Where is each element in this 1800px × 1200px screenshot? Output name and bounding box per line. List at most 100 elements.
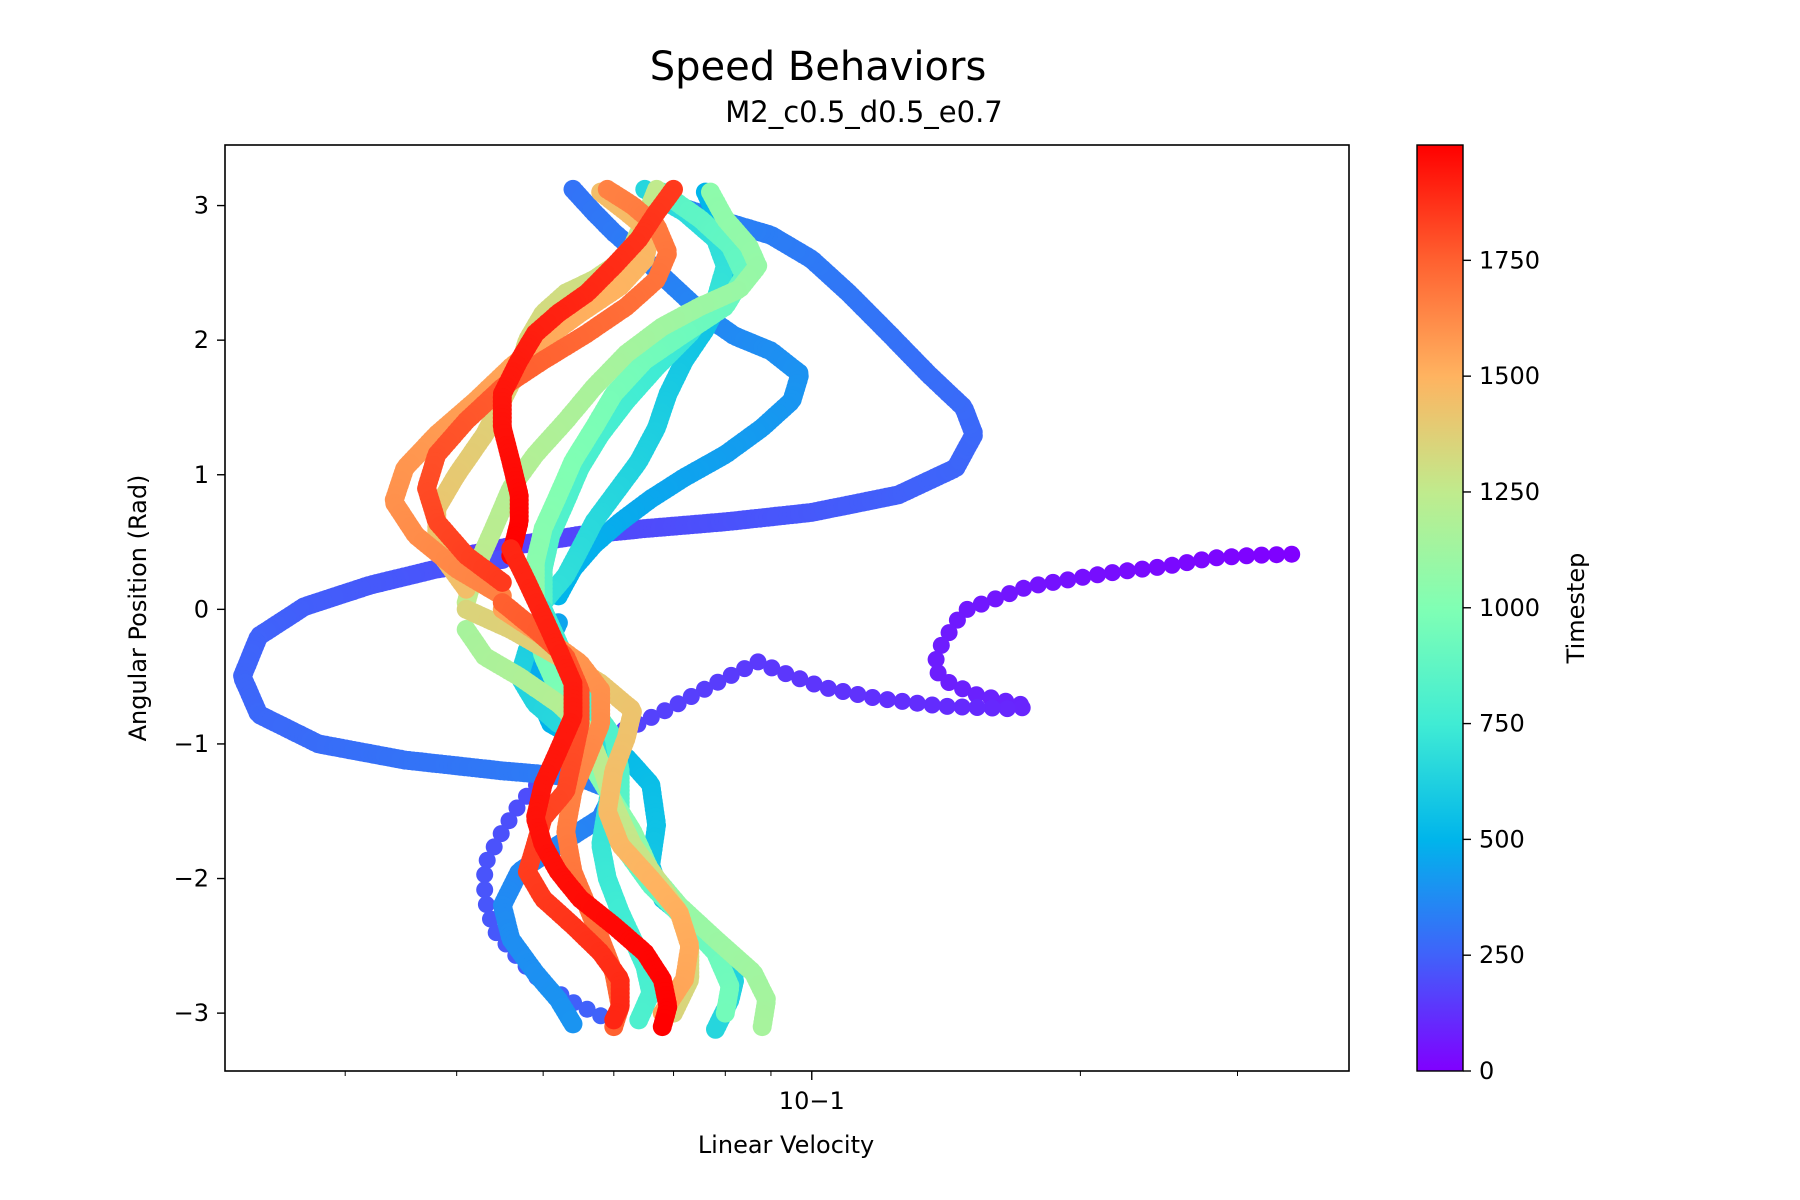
- scatter-point: [777, 665, 795, 683]
- scatter-point: [492, 825, 510, 843]
- colorbar-label: Timestep: [1562, 553, 1590, 665]
- scatter-point: [1148, 558, 1166, 576]
- y-tick-label: 0: [194, 595, 209, 623]
- chart-title: Speed Behaviors: [650, 44, 987, 90]
- colorbar-tick-label: 250: [1479, 941, 1525, 969]
- scatter-point: [1044, 573, 1062, 591]
- scatter-point: [476, 866, 494, 884]
- scatter-point: [932, 636, 950, 654]
- scatter-point: [1015, 579, 1033, 597]
- scatter-point: [669, 695, 687, 713]
- scatter-point: [706, 1019, 725, 1039]
- scatter-point: [696, 680, 713, 698]
- scatter-point: [736, 660, 754, 678]
- y-tick-label: −1: [174, 730, 209, 758]
- scatter-point: [485, 838, 503, 856]
- scatter-point: [476, 881, 494, 899]
- y-tick-label: 3: [194, 192, 209, 220]
- scatter-point: [940, 674, 958, 691]
- y-tick-label: −3: [174, 999, 209, 1027]
- scatter-point: [1013, 699, 1031, 717]
- scatter-point: [819, 679, 837, 697]
- scatter-point: [478, 851, 496, 869]
- scatter-point: [967, 686, 985, 704]
- scatter-point: [1223, 548, 1241, 566]
- scatter-point: [1163, 556, 1181, 574]
- scatter-point: [958, 600, 976, 618]
- scatter-point: [986, 590, 1004, 608]
- scatter-point: [954, 680, 972, 698]
- scatter-point: [972, 595, 990, 613]
- scatter-point: [763, 659, 781, 677]
- scatter-point: [629, 1010, 649, 1030]
- scatter-point: [1208, 549, 1226, 567]
- scatter-point: [1238, 547, 1256, 565]
- y-tick-label: 2: [194, 326, 209, 354]
- scatter-point: [477, 896, 495, 913]
- scatter-point: [908, 694, 926, 712]
- scatter-point: [508, 799, 526, 817]
- scatter-point: [927, 651, 945, 668]
- scatter-point: [482, 910, 499, 928]
- scatter-point: [968, 699, 986, 716]
- colorbar-tick-label: 1500: [1479, 362, 1540, 390]
- scatter-point: [849, 686, 867, 703]
- colorbar-tick-label: 1000: [1479, 594, 1540, 622]
- scatter-point: [940, 624, 958, 642]
- colorbar: [1416, 144, 1464, 1072]
- scatter-point: [834, 683, 852, 700]
- scatter-point: [709, 673, 727, 691]
- scatter-point: [749, 653, 767, 671]
- colorbar-tick-label: 500: [1479, 825, 1525, 853]
- scatter-point: [805, 675, 823, 693]
- scatter-point: [500, 812, 518, 830]
- scatter-point: [938, 697, 956, 715]
- colorbar-tick-label: 1750: [1479, 246, 1540, 274]
- scatter-point: [492, 572, 512, 592]
- scatter-point: [878, 691, 896, 709]
- scatter-points: [233, 179, 1301, 1039]
- y-axis-ticks: 3 2 1 0 −1 −2 −3: [174, 192, 225, 1027]
- colorbar-tick-label: 750: [1479, 710, 1525, 738]
- chart-subtitle: M2_c0.5_d0.5_e0.7: [725, 95, 1003, 129]
- scatter-point: [923, 696, 941, 714]
- colorbar-ticks: 0 250 500 750 1000 1250 1500 1750: [1463, 246, 1540, 1085]
- scatter-point: [1001, 585, 1018, 603]
- scatter-point: [578, 1000, 596, 1018]
- scatter-point: [604, 1010, 624, 1030]
- x-tick-label: 10−1: [779, 1087, 845, 1115]
- scatter-point: [652, 1017, 672, 1037]
- colorbar-tick-label: 1250: [1479, 478, 1540, 506]
- scatter-point: [563, 1014, 583, 1034]
- scatter-point: [1253, 546, 1271, 564]
- x-axis-ticks: 10−1: [344, 1071, 1239, 1115]
- scatter-point: [656, 702, 674, 720]
- scatter-point: [1118, 562, 1136, 580]
- x-axis-label: Linear Velocity: [698, 1131, 874, 1159]
- scatter-point: [983, 699, 1001, 717]
- scatter-point: [864, 689, 881, 706]
- scatter-point: [642, 708, 660, 726]
- scatter-point: [953, 698, 971, 716]
- scatter-point: [1089, 566, 1106, 584]
- scatter-point: [948, 611, 966, 629]
- scatter-point: [1283, 545, 1301, 563]
- scatter-point: [1059, 571, 1077, 589]
- y-axis-label: Angular Position (Rad): [124, 475, 152, 742]
- scatter-point: [715, 1003, 735, 1023]
- y-tick-label: 1: [194, 461, 209, 489]
- scatter-point: [1178, 554, 1196, 572]
- scatter-point: [791, 670, 809, 688]
- plot-frame: [224, 144, 1350, 1072]
- scatter-point: [1133, 560, 1151, 578]
- scatter-point: [752, 1017, 772, 1037]
- colorbar-tick-label: 0: [1479, 1057, 1494, 1085]
- scatter-point: [722, 666, 740, 684]
- scatter-point: [1103, 564, 1121, 582]
- scatter-point: [1074, 568, 1092, 586]
- scatter-point: [893, 692, 911, 710]
- y-tick-label: −2: [174, 865, 209, 893]
- scatter-point: [1029, 576, 1047, 594]
